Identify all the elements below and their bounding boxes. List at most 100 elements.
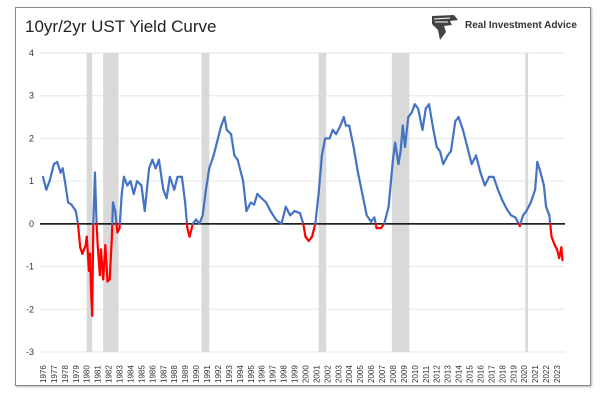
series-line-segment <box>70 203 77 213</box>
series-line-segment <box>492 175 500 191</box>
series-line-segment <box>242 180 248 213</box>
series-line-segment <box>269 209 278 221</box>
series-line-segment <box>310 222 317 238</box>
series-line-segment <box>122 175 129 187</box>
series-line-segment <box>108 235 113 281</box>
series-line-segment <box>201 188 208 217</box>
series-line-segment <box>132 180 139 196</box>
series-line-segment <box>539 171 545 187</box>
x-tick-label: 2001 <box>312 365 321 383</box>
series-line-segment <box>442 154 449 166</box>
series-line-segment <box>81 244 87 255</box>
series-line-segment <box>208 154 215 170</box>
x-tick-label: 2005 <box>356 365 365 383</box>
series-line-segment <box>165 175 171 200</box>
series-line-segment <box>41 175 48 191</box>
x-tick-label: 2018 <box>498 365 507 383</box>
series-line-segment <box>334 124 342 136</box>
recession-bar <box>525 53 529 352</box>
series-line-segment <box>284 205 292 217</box>
y-tick-label: -1 <box>26 262 34 272</box>
series-line-segment <box>104 244 109 283</box>
series-line-segment <box>427 103 435 131</box>
y-tick-label: 2 <box>29 133 34 143</box>
series-line-segment <box>95 222 99 247</box>
series-line-segment <box>536 160 542 174</box>
series-line-segment <box>479 171 486 187</box>
series-line-segment <box>449 120 457 153</box>
x-tick-label: 2004 <box>345 365 354 383</box>
series-line-segment <box>534 160 539 191</box>
series-line-segment <box>157 158 165 191</box>
series-line-segment <box>111 201 117 213</box>
series-line-segment <box>525 201 532 213</box>
x-tick-label: 1993 <box>225 365 234 383</box>
x-tick-label: 2017 <box>487 365 496 383</box>
series-line-segment <box>204 167 211 191</box>
series-line-segment <box>457 115 465 131</box>
series-line-segment <box>550 235 556 247</box>
x-tick-label: 1984 <box>126 365 135 383</box>
series-line-segment <box>93 171 98 225</box>
y-tick-label: -2 <box>26 304 34 314</box>
x-tick-label: 2009 <box>400 365 409 383</box>
series-line-segment <box>348 124 355 149</box>
series-line-segment <box>188 222 194 238</box>
x-tick-label: 2011 <box>422 365 431 383</box>
series-line-segment <box>63 180 70 204</box>
x-tick-label: 1997 <box>269 365 278 383</box>
x-tick-label: 2002 <box>323 365 332 383</box>
recession-bar <box>86 53 93 352</box>
series-line-segment <box>314 192 320 225</box>
x-tick-label: 1982 <box>105 365 114 383</box>
x-tick-label: 1998 <box>280 365 289 383</box>
y-tick-label: 4 <box>29 48 34 58</box>
x-tick-label: 1994 <box>236 365 245 383</box>
x-tick-label: 2021 <box>531 365 540 383</box>
series-line-segment <box>548 214 552 225</box>
series-line-segment <box>496 188 504 202</box>
series-line-segment <box>223 115 228 131</box>
series-line-segment <box>280 205 287 225</box>
series-line-segment <box>461 128 469 149</box>
series-line-segment <box>45 180 51 191</box>
eagle-logo-icon <box>432 15 458 40</box>
x-tick-label: 2022 <box>542 365 551 383</box>
series-line-segment <box>542 184 548 208</box>
series-line-segment <box>168 175 176 191</box>
series-line-segment <box>483 175 491 187</box>
series-line-segment <box>216 124 223 140</box>
x-tick-label: 1986 <box>148 365 157 383</box>
x-tick-label: 1987 <box>159 365 168 383</box>
chart-title: 10yr/2yr UST Yield Curve <box>25 17 217 36</box>
series-line-segment <box>403 115 410 149</box>
x-tick-label: 2020 <box>520 365 529 383</box>
x-tick-label: 1988 <box>170 365 179 383</box>
y-tick-label: 0 <box>29 219 34 229</box>
recession-bar <box>391 53 410 352</box>
series-line-segment <box>432 128 438 149</box>
series-line-segment <box>298 212 305 225</box>
series-line-segment <box>519 214 525 225</box>
series-line-segment <box>397 150 402 166</box>
x-tick-label: 2000 <box>301 365 310 383</box>
series-line-segment <box>173 175 179 191</box>
x-tick-label: 2013 <box>444 365 453 383</box>
series-line-segment <box>421 107 427 131</box>
series-line-segment <box>56 160 62 174</box>
x-tick-label: 1983 <box>116 365 125 383</box>
x-tick-label: 1985 <box>137 365 146 383</box>
recession-bar <box>318 53 327 352</box>
x-tick-label: 1999 <box>291 365 300 383</box>
series-line-segment <box>302 222 307 238</box>
y-tick-label: -3 <box>26 347 34 357</box>
series-line-segment <box>245 201 252 213</box>
series-line-segment <box>328 128 334 140</box>
series-line-segment <box>505 207 513 217</box>
series-line-segment <box>394 141 400 166</box>
x-tick-label: 1991 <box>203 365 212 383</box>
x-tick-label: 1976 <box>39 365 48 383</box>
series-line-segment <box>74 209 80 225</box>
x-tick-label: 1996 <box>258 365 267 383</box>
series-line-segment <box>180 175 187 204</box>
